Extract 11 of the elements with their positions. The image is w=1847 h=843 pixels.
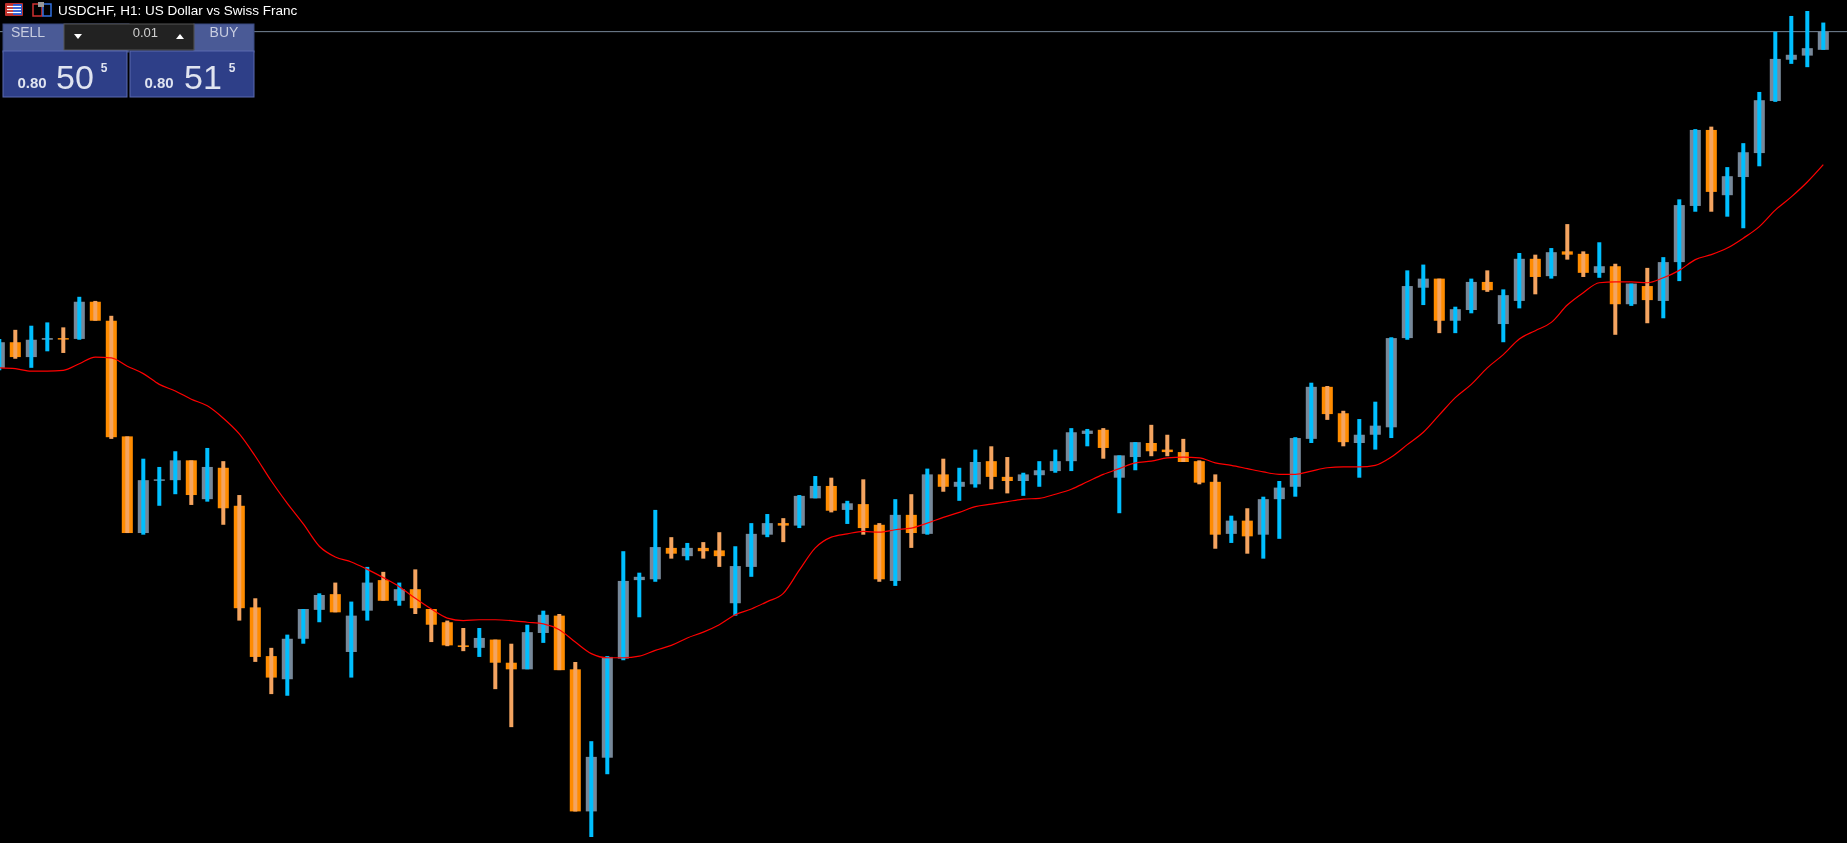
annotation: 50 <box>56 58 94 96</box>
annotation: 5 <box>100 61 108 75</box>
annotation: 5 <box>228 61 236 75</box>
annotation: SELL <box>10 24 46 40</box>
annotation: 0.01 <box>132 25 158 40</box>
annotation: BUY <box>209 24 240 40</box>
chart-title: USDCHF, H1: US Dollar vs Swiss Franc <box>58 3 298 18</box>
annotation: 51 <box>184 58 222 96</box>
annotation: 0.80 <box>144 74 174 91</box>
annotation: 0.80 <box>17 74 47 91</box>
candlestick <box>121 436 133 534</box>
